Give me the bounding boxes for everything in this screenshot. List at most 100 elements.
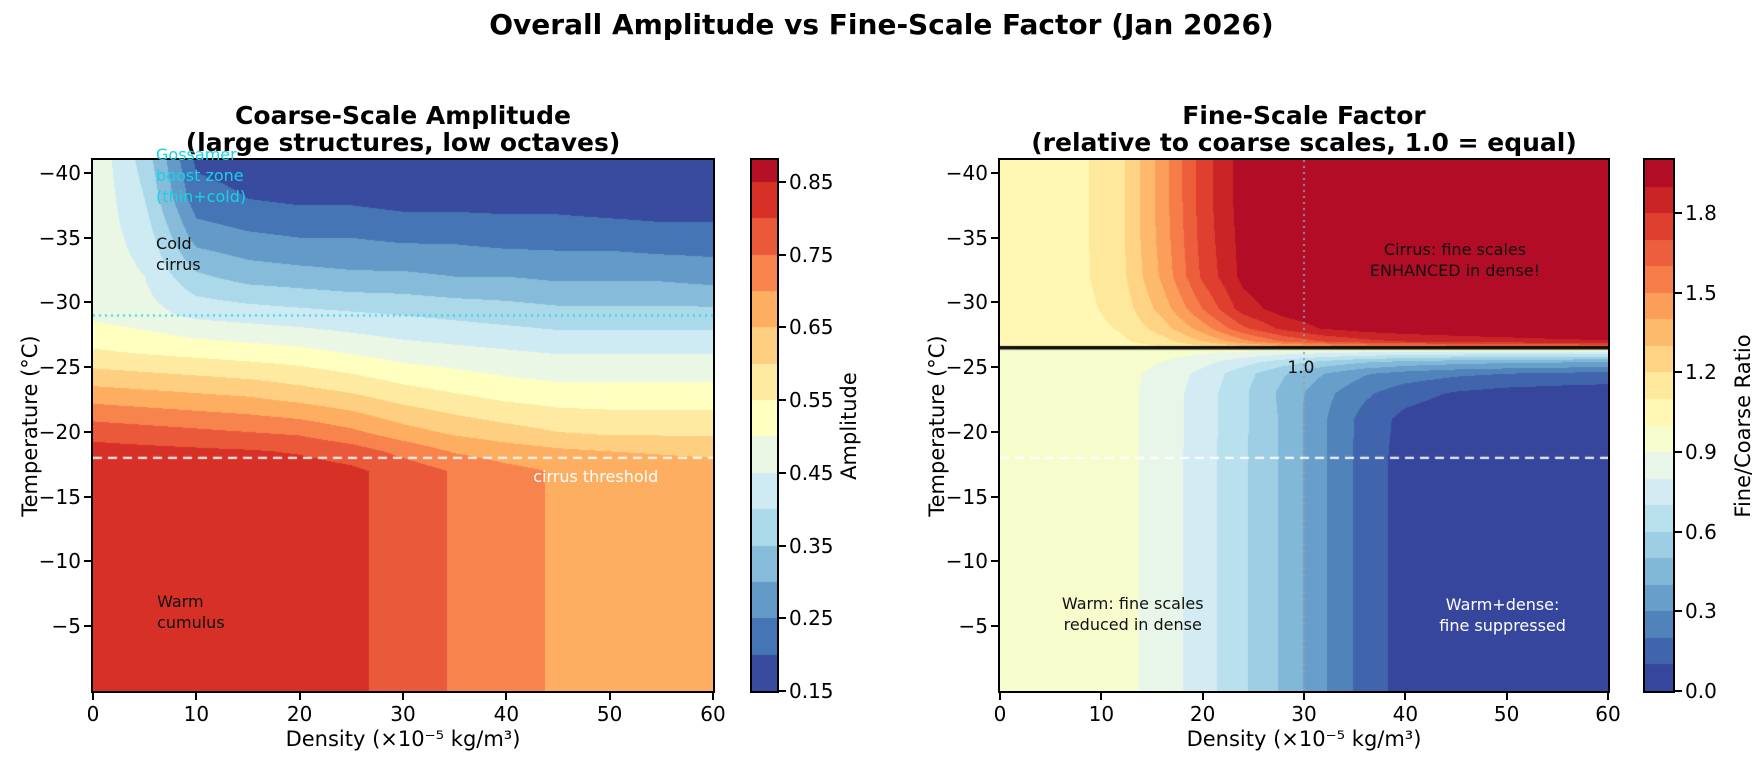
annotation-1-0: Cirrus: fine scales ENHANCED in dense! (1369, 240, 1541, 280)
left-contour-canvas (93, 160, 713, 691)
right-plot-title-line2: (relative to coarse scales, 1.0 = equal) (1031, 128, 1577, 157)
colorbar-tick-mark (1675, 690, 1682, 692)
right-plot-title: Fine-Scale Factor (relative to coarse sc… (1000, 102, 1608, 156)
colorbar-tick-label: 0.15 (789, 679, 834, 703)
colorbar-tick-mark (779, 471, 786, 474)
y-tick-label: −20 (945, 419, 988, 444)
colorbar-tick-label: 0.35 (789, 533, 834, 558)
colorbar-tick-mark (779, 180, 786, 183)
y-tick-label: −20 (38, 419, 81, 444)
y-tick-mark (84, 171, 91, 174)
x-tick-label: 20 (286, 702, 313, 726)
x-tick-mark (1404, 693, 1407, 700)
x-tick-label: 40 (1392, 702, 1419, 726)
right-colorbar (1643, 158, 1675, 693)
x-tick-label: 30 (1291, 702, 1317, 726)
x-tick-label: 10 (1088, 702, 1115, 726)
colorbar-tick-mark (1675, 451, 1682, 454)
annotation-0-2: Warm cumulus (157, 592, 225, 633)
x-tick-label: 50 (596, 702, 623, 726)
y-tick-mark (84, 430, 91, 433)
x-tick-label: 0 (86, 702, 100, 726)
right-colorbar-label: Fine/Coarse Ratio (1731, 333, 1755, 518)
y-tick-mark (84, 560, 91, 563)
annotation-0-3: cirrus threshold (533, 466, 659, 486)
y-tick-mark (84, 301, 91, 304)
colorbar-tick-label: 0.65 (789, 315, 834, 340)
x-tick-label: 0 (993, 702, 1007, 726)
y-tick-label: −10 (38, 549, 81, 574)
x-tick-mark (505, 693, 508, 700)
colorbar-tick-mark (1675, 371, 1682, 374)
x-tick-mark (608, 693, 611, 700)
y-tick-label: −35 (945, 225, 988, 250)
colorbar-tick-mark (1675, 530, 1682, 533)
y-tick-label: −35 (38, 225, 81, 250)
colorbar-tick-mark (779, 399, 786, 402)
x-tick-mark (999, 693, 1001, 700)
x-tick-mark (298, 693, 301, 700)
left-colorbar (750, 158, 779, 693)
y-tick-mark (991, 625, 998, 628)
x-tick-label: 20 (1189, 702, 1216, 726)
colorbar-tick-label: 0.25 (789, 606, 834, 631)
y-tick-label: −5 (958, 614, 988, 639)
y-tick-label: −5 (51, 614, 81, 639)
annotation-1-1: 1.0 (1287, 358, 1315, 379)
y-tick-label: −40 (945, 160, 988, 185)
y-tick-mark (84, 495, 91, 498)
colorbar-tick-mark (1675, 291, 1682, 294)
y-tick-mark (991, 430, 998, 433)
left-colorbar-label: Amplitude (837, 371, 861, 480)
y-tick-mark (84, 366, 91, 369)
x-tick-label: 40 (493, 702, 520, 726)
left-plot-title-line2: (large structures, low octaves) (185, 128, 621, 157)
y-tick-label: −25 (945, 355, 988, 380)
annotation-0-0: Gossamer boost zone (thin+cold) (156, 145, 247, 207)
y-tick-label: −15 (38, 484, 81, 509)
colorbar-tick-mark (1675, 212, 1682, 215)
x-tick-mark (195, 693, 198, 700)
colorbar-tick-label: 0.75 (789, 242, 834, 267)
left-axes (91, 158, 715, 693)
colorbar-tick-mark (779, 253, 786, 256)
x-tick-mark (402, 693, 404, 700)
y-tick-mark (991, 366, 998, 369)
y-tick-mark (84, 625, 91, 628)
x-tick-mark (92, 693, 94, 700)
y-tick-mark (991, 171, 998, 174)
figure-title: Overall Amplitude vs Fine-Scale Factor (… (489, 8, 1274, 41)
x-tick-mark (712, 693, 714, 700)
y-tick-mark (991, 301, 998, 304)
right-plot-title-line1: Fine-Scale Factor (1182, 101, 1426, 130)
left-x-axis-label: Density (×10⁻⁵ kg/m³) (285, 727, 521, 751)
right-axes (998, 158, 1610, 693)
colorbar-tick-label: 0.45 (789, 460, 834, 485)
x-tick-mark (1201, 693, 1204, 700)
x-tick-mark (1303, 693, 1305, 700)
x-tick-mark (1607, 693, 1609, 700)
y-tick-label: −15 (945, 484, 988, 509)
x-tick-mark (1100, 693, 1103, 700)
left-plot-title: Coarse-Scale Amplitude (large structures… (93, 102, 713, 156)
y-tick-mark (991, 236, 998, 239)
right-x-axis-label: Density (×10⁻⁵ kg/m³) (1186, 727, 1422, 751)
colorbar-tick-label: 0.9 (1685, 440, 1717, 465)
colorbar-tick-label: 0.0 (1685, 679, 1717, 703)
y-tick-mark (84, 236, 91, 239)
x-tick-label: 50 (1493, 702, 1520, 726)
left-colorbar-canvas (752, 160, 777, 691)
y-tick-label: −30 (38, 290, 81, 315)
colorbar-tick-label: 1.5 (1685, 280, 1717, 305)
y-tick-label: −10 (945, 549, 988, 574)
colorbar-tick-mark (779, 326, 786, 329)
colorbar-tick-label: 0.55 (789, 388, 834, 413)
y-tick-label: −25 (38, 355, 81, 380)
x-tick-label: 60 (700, 702, 726, 726)
annotation-0-1: Cold cirrus (156, 233, 201, 274)
x-tick-label: 10 (183, 702, 210, 726)
annotation-1-2: Warm: fine scales reduced in dense (1061, 593, 1204, 634)
annotation-1-3: Warm+dense: fine suppressed (1439, 594, 1566, 635)
y-tick-mark (991, 495, 998, 498)
